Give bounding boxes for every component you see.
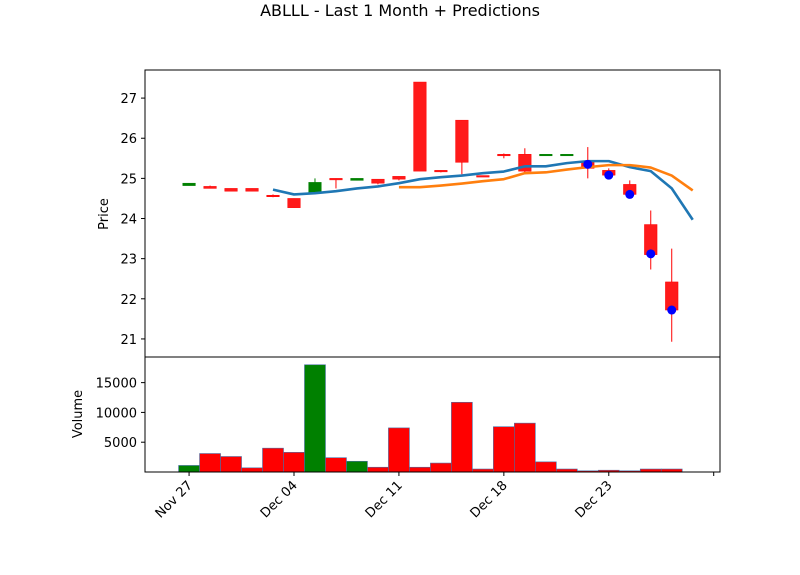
volume-bar bbox=[409, 466, 431, 473]
price-y-tick-label: 21 bbox=[120, 333, 137, 348]
volume-bar bbox=[535, 461, 557, 473]
prediction-point bbox=[604, 170, 614, 180]
x-tick-label: Dec 23 bbox=[573, 478, 616, 521]
volume-bar bbox=[283, 452, 305, 473]
price-y-tick-label: 25 bbox=[120, 172, 137, 187]
price-panel-frame bbox=[145, 70, 720, 357]
volume-y-label: Volume bbox=[71, 390, 86, 438]
candle-body bbox=[434, 170, 448, 173]
price-y-tick-label: 24 bbox=[120, 213, 137, 228]
chart-title: ABLLL - Last 1 Month + Predictions bbox=[260, 1, 540, 20]
candle-body bbox=[350, 178, 364, 181]
volume-bar bbox=[220, 456, 242, 473]
volume-panel: 5000 10000 15000 Volume bbox=[71, 356, 721, 473]
prediction-point bbox=[625, 189, 635, 199]
candle-body bbox=[266, 194, 280, 197]
volume-y-tick-label: 5000 bbox=[104, 436, 137, 451]
candle-body bbox=[224, 188, 238, 192]
candle-body bbox=[182, 182, 196, 186]
volume-panel-frame bbox=[145, 357, 720, 472]
price-y-label: Price bbox=[97, 198, 112, 230]
candle-body bbox=[539, 154, 553, 157]
volume-bar bbox=[430, 462, 452, 473]
candle-body bbox=[455, 119, 469, 163]
prediction-point bbox=[646, 249, 656, 259]
prediction-point bbox=[583, 159, 593, 169]
prediction-point bbox=[667, 305, 677, 315]
candle-body bbox=[497, 154, 511, 157]
volume-bar bbox=[514, 422, 536, 473]
volume-y-tick-label: 10000 bbox=[96, 406, 137, 421]
candle-body bbox=[560, 154, 574, 157]
x-tick-label: Nov 27 bbox=[153, 478, 196, 521]
volume-bar bbox=[388, 427, 410, 473]
price-y-tick-label: 22 bbox=[120, 293, 137, 308]
volume-bar bbox=[367, 466, 389, 473]
volume-y-tick-label: 15000 bbox=[96, 377, 137, 392]
volume-bar bbox=[199, 453, 221, 473]
candle-body bbox=[329, 178, 343, 181]
candle-body bbox=[392, 176, 406, 180]
candle-body bbox=[476, 175, 490, 178]
volume-bar bbox=[451, 401, 473, 473]
volume-bar bbox=[262, 447, 284, 473]
price-y-tick-label: 27 bbox=[120, 92, 137, 107]
volume-bar bbox=[304, 364, 326, 473]
price-panel: 21 22 23 24 25 26 27 Price bbox=[97, 69, 721, 358]
candle-body bbox=[203, 186, 217, 189]
x-tick-label: Dec 11 bbox=[363, 478, 406, 521]
candle-body bbox=[245, 188, 259, 192]
volume-bar bbox=[493, 426, 515, 473]
series-line-2 bbox=[398, 163, 694, 192]
candle-body bbox=[371, 178, 385, 184]
volume-bar bbox=[241, 467, 263, 473]
x-axis: Nov 27 Dec 04 Dec 11 Dec 18 Dec 23 bbox=[153, 472, 715, 521]
volume-bar bbox=[178, 465, 200, 473]
x-tick-label: Dec 04 bbox=[258, 478, 301, 521]
candle-body bbox=[413, 81, 427, 172]
price-y-tick-label: 26 bbox=[120, 132, 137, 147]
volume-bar bbox=[325, 457, 347, 473]
candle-body bbox=[308, 182, 322, 193]
price-y-tick-label: 23 bbox=[120, 253, 137, 268]
candle-body bbox=[287, 198, 301, 208]
x-tick-label: Dec 18 bbox=[468, 478, 511, 521]
volume-bar bbox=[346, 460, 368, 473]
